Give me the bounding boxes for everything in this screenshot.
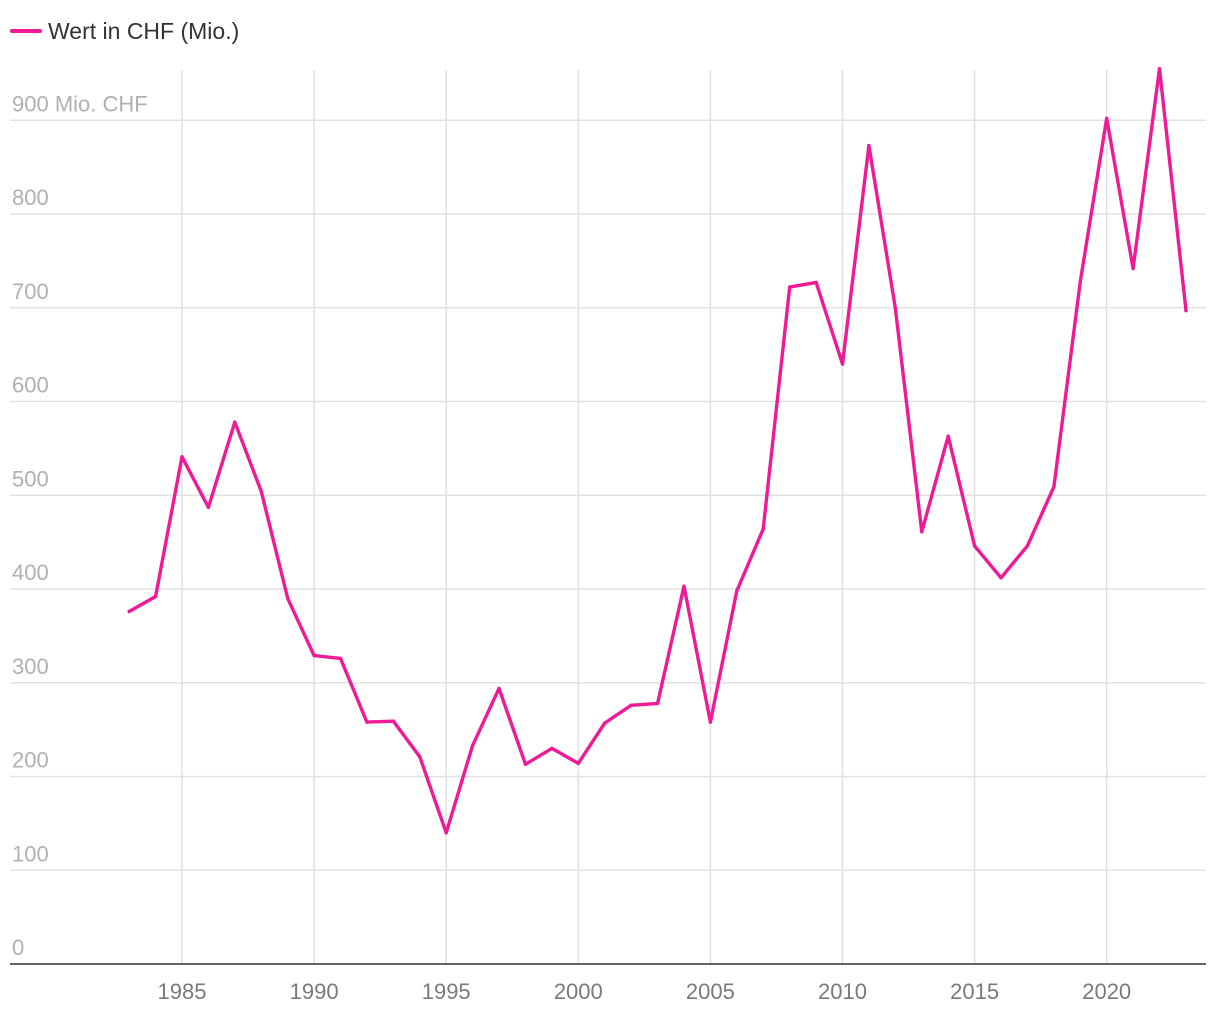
y-gridlines	[10, 119, 1206, 872]
x-gridlines	[181, 70, 1108, 964]
data-point-2002	[629, 703, 633, 707]
data-point-2016	[999, 576, 1003, 580]
data-point-1994	[418, 755, 422, 759]
y-axis-tick-labels: 0 100 200 300 400 500 600 700 800 900 Mio. CHF	[12, 91, 148, 960]
series-points	[127, 67, 1188, 835]
data-point-2003	[655, 701, 660, 706]
x-tick-label-2015: 2015	[950, 979, 999, 1004]
data-point-1990	[312, 653, 316, 658]
x-tick-label-2005: 2005	[686, 979, 735, 1004]
y-tick-label-100: 100	[12, 841, 49, 866]
data-point-2006	[735, 589, 739, 593]
data-point-1986	[206, 505, 211, 510]
data-point-1983	[127, 609, 131, 614]
data-point-2010	[840, 362, 845, 366]
y-tick-label-700: 700	[12, 279, 49, 304]
data-point-1995	[444, 831, 448, 835]
legend: Wert in CHF (Mio.)	[10, 18, 239, 44]
data-point-2019	[1078, 279, 1083, 284]
data-point-2021	[1131, 266, 1135, 271]
data-point-2014	[946, 434, 950, 438]
y-tick-label-500: 500	[12, 466, 49, 491]
x-tick-label-1995: 1995	[422, 979, 471, 1004]
y-tick-label-0: 0	[12, 935, 24, 960]
series-line-wert-in-chf	[127, 66, 1188, 835]
y-tick-label-300: 300	[12, 654, 49, 679]
data-point-2009	[814, 280, 818, 285]
data-point-2008	[788, 285, 792, 289]
x-tick-label-1985: 1985	[158, 979, 207, 1004]
data-point-2013	[920, 530, 924, 534]
x-tick-label-1990: 1990	[290, 979, 339, 1004]
data-point-2007	[761, 527, 765, 531]
data-point-2012	[893, 306, 897, 310]
data-point-1996	[470, 743, 475, 748]
data-point-1989	[286, 596, 290, 601]
data-point-2004	[682, 584, 686, 588]
data-point-1998	[523, 762, 528, 766]
y-tick-label-800: 800	[12, 185, 49, 210]
x-tick-label-2010: 2010	[818, 979, 867, 1004]
y-tick-label-200: 200	[12, 748, 49, 773]
y-tick-label-600: 600	[12, 373, 49, 398]
data-point-2017	[1025, 544, 1030, 548]
data-point-1987	[233, 420, 237, 424]
data-point-2000	[576, 761, 580, 766]
data-point-1993	[391, 719, 396, 723]
x-tick-label-2020: 2020	[1082, 979, 1131, 1004]
data-point-1984	[153, 594, 158, 599]
x-axis-tick-labels: 1985 1990 1995 2000 2005 2010 2015 2020	[158, 979, 1132, 1004]
data-point-1985	[180, 455, 184, 459]
data-point-1988	[259, 489, 263, 494]
data-point-2018	[1052, 485, 1056, 489]
legend-label-wert-in-chf: Wert in CHF (Mio.)	[48, 18, 239, 44]
y-tick-label-900: 900 Mio. CHF	[12, 91, 148, 116]
data-point-1999	[550, 746, 554, 751]
data-point-2005	[708, 720, 713, 724]
data-point-2011	[867, 143, 871, 148]
data-point-2023	[1184, 308, 1188, 313]
data-point-2001	[603, 721, 607, 725]
data-point-2020	[1105, 116, 1109, 121]
data-point-2022	[1157, 67, 1162, 71]
series-wert-in-chf	[127, 66, 1188, 835]
data-point-1997	[497, 686, 501, 691]
y-tick-label-400: 400	[12, 560, 49, 585]
data-point-2015	[972, 544, 977, 548]
x-tick-label-2000: 2000	[554, 979, 603, 1004]
data-point-1991	[338, 656, 343, 661]
data-point-1992	[365, 720, 369, 724]
